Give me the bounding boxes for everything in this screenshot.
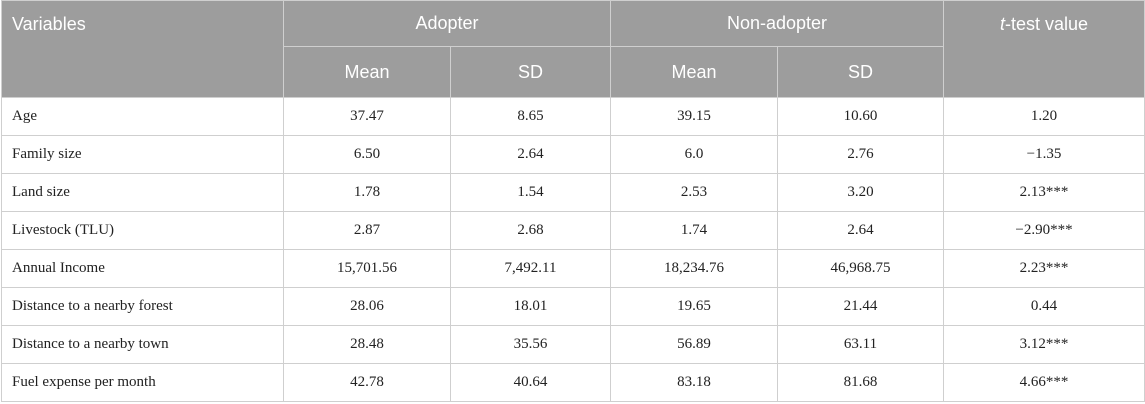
header-non-adopter-sd: SD (777, 46, 945, 98)
table-row: Land size 1.78 1.54 2.53 3.20 2.13*** (1, 173, 1145, 212)
cell-ttest: 1.20 (943, 97, 1145, 136)
cell-adopter-sd: 40.64 (449, 363, 612, 402)
table-row: Distance to a nearby forest 28.06 18.01 … (1, 287, 1145, 326)
cell-non-adopter-sd: 2.64 (777, 211, 945, 250)
table-body: Age 37.47 8.65 39.15 10.60 1.20 Family s… (1, 97, 1145, 402)
cell-non-adopter-sd: 2.76 (777, 135, 945, 174)
table-row: Distance to a nearby town 28.48 35.56 56… (1, 325, 1145, 364)
header-variables: Variables (1, 0, 284, 98)
cell-non-adopter-mean: 83.18 (610, 363, 779, 402)
cell-adopter-sd: 2.64 (449, 135, 612, 174)
cell-non-adopter-sd: 3.20 (777, 173, 945, 212)
cell-non-adopter-sd: 46,968.75 (777, 249, 945, 288)
cell-adopter-sd: 1.54 (449, 173, 612, 212)
header-non-adopter-mean: Mean (610, 46, 779, 98)
table-row: Family size 6.50 2.64 6.0 2.76 −1.35 (1, 135, 1145, 174)
cell-non-adopter-sd: 63.11 (777, 325, 945, 364)
cell-adopter-mean: 15,701.56 (283, 249, 451, 288)
cell-non-adopter-sd: 81.68 (777, 363, 945, 402)
cell-adopter-mean: 1.78 (283, 173, 451, 212)
cell-non-adopter-mean: 18,234.76 (610, 249, 779, 288)
table-row: Livestock (TLU) 2.87 2.68 1.74 2.64 −2.9… (1, 211, 1145, 250)
cell-ttest: −1.35 (943, 135, 1145, 174)
header-non-adopter: Non-adopter (610, 0, 945, 47)
cell-non-adopter-mean: 1.74 (610, 211, 779, 250)
cell-non-adopter-mean: 19.65 (610, 287, 779, 326)
cell-variable: Age (1, 97, 284, 136)
table-row: Age 37.47 8.65 39.15 10.60 1.20 (1, 97, 1145, 136)
header-ttest-rest: -test value (1005, 14, 1089, 34)
cell-adopter-sd: 8.65 (449, 97, 612, 136)
cell-non-adopter-sd: 10.60 (777, 97, 945, 136)
cell-variable: Annual Income (1, 249, 284, 288)
cell-adopter-mean: 42.78 (283, 363, 451, 402)
header-ttest-italic: t (1000, 14, 1006, 34)
cell-adopter-sd: 18.01 (449, 287, 612, 326)
cell-variable: Fuel expense per month (1, 363, 284, 402)
cell-adopter-sd: 35.56 (449, 325, 612, 364)
cell-variable: Land size (1, 173, 284, 212)
cell-non-adopter-sd: 21.44 (777, 287, 945, 326)
header-adopter-sd: SD (449, 46, 612, 98)
cell-non-adopter-mean: 39.15 (610, 97, 779, 136)
cell-adopter-mean: 6.50 (283, 135, 451, 174)
cell-variable: Distance to a nearby town (1, 325, 284, 364)
cell-adopter-sd: 7,492.11 (449, 249, 612, 288)
table-row: Fuel expense per month 42.78 40.64 83.18… (1, 363, 1145, 402)
cell-ttest: 2.13*** (943, 173, 1145, 212)
table-header: Variables Adopter Non-adopter t-test val… (1, 0, 1145, 98)
cell-adopter-mean: 37.47 (283, 97, 451, 136)
cell-non-adopter-mean: 6.0 (610, 135, 779, 174)
cell-adopter-mean: 2.87 (283, 211, 451, 250)
header-adopter-mean: Mean (283, 46, 451, 98)
cell-variable: Family size (1, 135, 284, 174)
table-row: Annual Income 15,701.56 7,492.11 18,234.… (1, 249, 1145, 288)
cell-adopter-mean: 28.06 (283, 287, 451, 326)
cell-non-adopter-mean: 2.53 (610, 173, 779, 212)
cell-variable: Livestock (TLU) (1, 211, 284, 250)
cell-ttest: 2.23*** (943, 249, 1145, 288)
cell-adopter-mean: 28.48 (283, 325, 451, 364)
cell-ttest: 3.12*** (943, 325, 1145, 364)
cell-adopter-sd: 2.68 (449, 211, 612, 250)
cell-ttest: 4.66*** (943, 363, 1145, 402)
cell-variable: Distance to a nearby forest (1, 287, 284, 326)
cell-ttest: −2.90*** (943, 211, 1145, 250)
cell-non-adopter-mean: 56.89 (610, 325, 779, 364)
cell-ttest: 0.44 (943, 287, 1145, 326)
header-adopter: Adopter (282, 0, 612, 47)
header-ttest: t-test value (943, 0, 1145, 98)
